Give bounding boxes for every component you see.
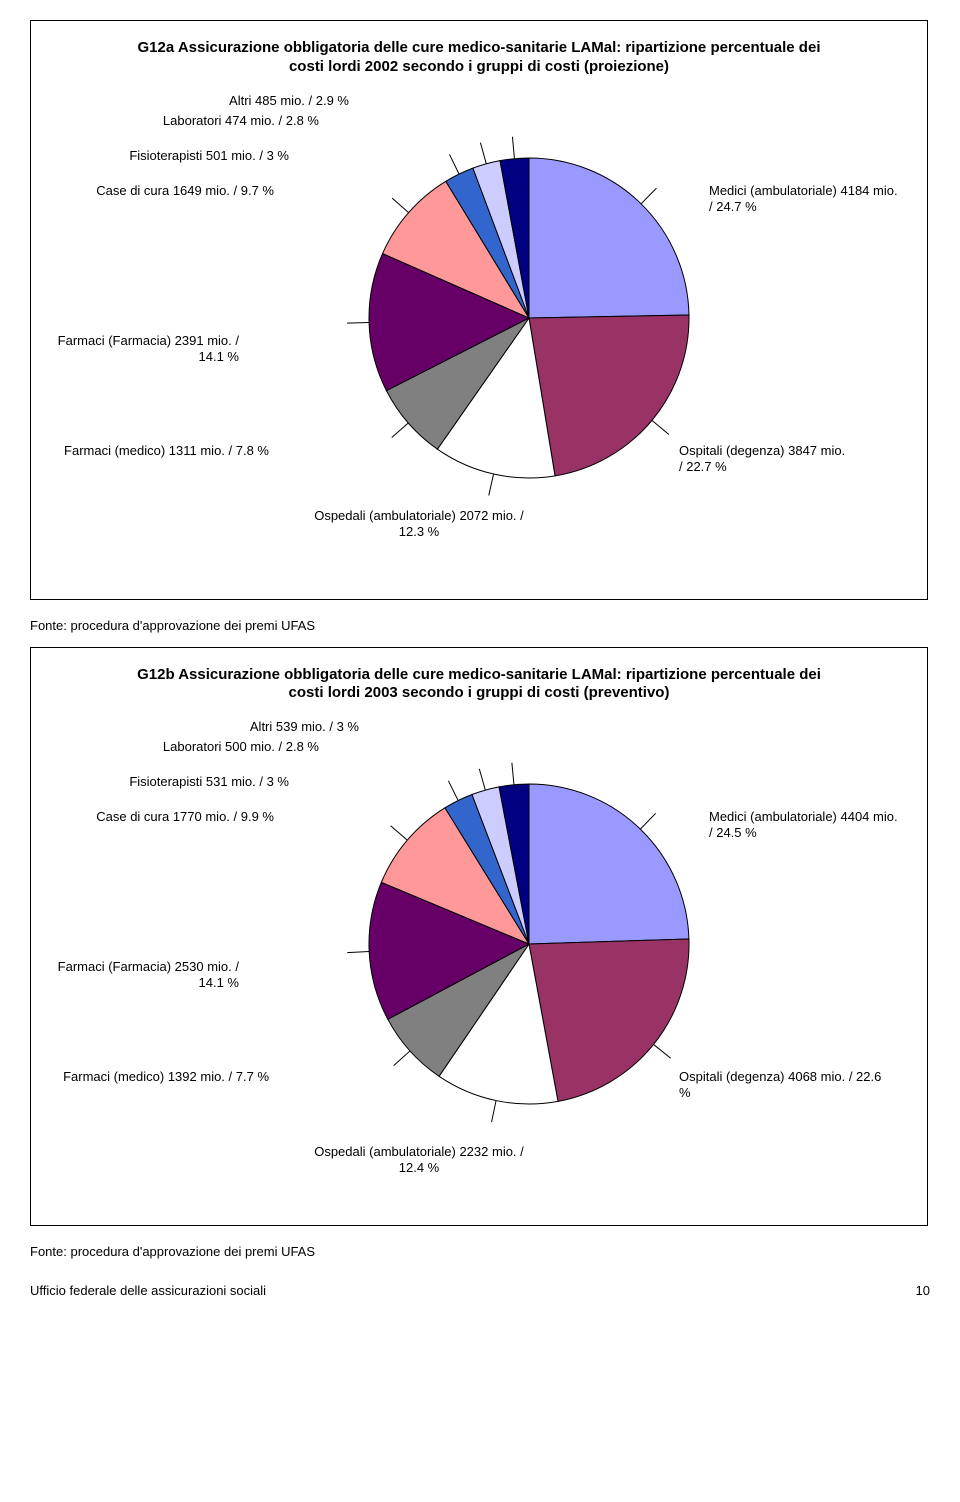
chart-b-body: Altri 539 mio. / 3 % Laboratori 500 mio.…	[49, 719, 909, 1199]
leader-line	[489, 474, 494, 495]
pie-slice	[529, 784, 689, 944]
chart-a-frame: G12a Assicurazione obbligatoria delle cu…	[30, 20, 928, 600]
leader-line	[448, 781, 458, 801]
source-a: Fonte: procedura d'approvazione dei prem…	[30, 618, 930, 633]
label-case-b: Case di cura 1770 mio. / 9.9 %	[54, 809, 274, 825]
page-footer: Ufficio federale delle assicurazioni soc…	[30, 1283, 930, 1298]
label-case-a: Case di cura 1649 mio. / 9.7 %	[54, 183, 274, 199]
leader-line	[512, 763, 514, 785]
label-altri-a: Altri 485 mio. / 2.9 %	[129, 93, 349, 109]
footer-right: 10	[916, 1283, 930, 1298]
label-fisio-b: Fisioterapisti 531 mio. / 3 %	[69, 774, 289, 790]
chart-b-frame: G12b Assicurazione obbligatoria delle cu…	[30, 647, 928, 1227]
leader-line	[654, 1044, 671, 1058]
label-fmedico-a: Farmaci (medico) 1311 mio. / 7.8 %	[49, 443, 269, 459]
leader-line	[392, 423, 409, 437]
chart-a-body: Altri 485 mio. / 2.9 % Laboratori 474 mi…	[49, 93, 909, 573]
label-ospamb-a: Ospedali (ambulatoriale) 2072 mio. / 12.…	[309, 508, 529, 541]
label-lab-a: Laboratori 474 mio. / 2.8 %	[99, 113, 319, 129]
label-ospdeg-a: Ospitali (degenza) 3847 mio. / 22.7 %	[679, 443, 849, 476]
label-ospdeg-b: Ospitali (degenza) 4068 mio. / 22.6 %	[679, 1069, 889, 1102]
leader-line	[492, 1101, 497, 1123]
footer-left: Ufficio federale delle assicurazioni soc…	[30, 1283, 266, 1298]
leader-line	[652, 420, 669, 434]
label-farmacia-a: Farmaci (Farmacia) 2391 mio. / 14.1 %	[49, 333, 239, 366]
label-farmacia-b: Farmaci (Farmacia) 2530 mio. / 14.1 %	[49, 959, 239, 992]
leader-line	[392, 198, 409, 212]
pie-slice	[529, 158, 689, 318]
leader-line	[391, 826, 408, 840]
leader-line	[449, 154, 459, 174]
pie-slice	[529, 314, 689, 475]
leader-line	[480, 142, 486, 163]
chart-a-title: G12a Assicurazione obbligatoria delle cu…	[129, 39, 829, 77]
leader-line	[512, 136, 514, 158]
leader-line	[479, 769, 485, 790]
source-b: Fonte: procedura d'approvazione dei prem…	[30, 1244, 930, 1259]
leader-line	[347, 322, 369, 323]
chart-b-title: G12b Assicurazione obbligatoria delle cu…	[129, 666, 829, 704]
label-lab-b: Laboratori 500 mio. / 2.8 %	[99, 739, 319, 755]
label-medici-a: Medici (ambulatoriale) 4184 mio. / 24.7 …	[709, 183, 899, 216]
label-ospamb-b: Ospedali (ambulatoriale) 2232 mio. / 12.…	[309, 1144, 529, 1177]
leader-line	[641, 188, 656, 204]
label-medici-b: Medici (ambulatoriale) 4404 mio. / 24.5 …	[709, 809, 899, 842]
leader-line	[394, 1051, 410, 1066]
leader-line	[347, 952, 369, 953]
label-fisio-a: Fisioterapisti 501 mio. / 3 %	[69, 148, 289, 164]
label-altri-b: Altri 539 mio. / 3 %	[149, 719, 359, 735]
leader-line	[640, 813, 655, 829]
label-fmedico-b: Farmaci (medico) 1392 mio. / 7.7 %	[49, 1069, 269, 1085]
